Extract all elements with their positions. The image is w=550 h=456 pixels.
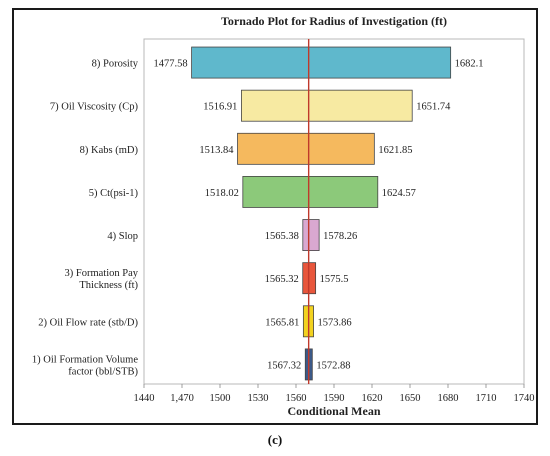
- category-label: 8) Porosity: [92, 59, 139, 70]
- figure-frame: Tornado Plot for Radius of Investigation…: [12, 8, 538, 425]
- tornado-bar: [191, 46, 452, 79]
- x-tick-label: 1740: [514, 393, 535, 404]
- low-value-label: 1516.91: [203, 102, 237, 113]
- figure-caption: (c): [267, 432, 283, 447]
- x-tick-label: 1500: [210, 393, 231, 404]
- x-tick-label: 1620: [362, 393, 383, 404]
- category-label: 1) Oil Formation Volume factor (bbl/STB): [32, 354, 139, 377]
- high-value-label: 1578.26: [323, 231, 357, 242]
- category-label: 3) Formation Pay Thickness (ft): [65, 268, 139, 291]
- low-value-label: 1477.58: [153, 59, 187, 70]
- x-tick-label: 1440: [134, 393, 155, 404]
- high-value-label: 1621.85: [378, 145, 412, 156]
- x-tick-label: 1530: [248, 393, 269, 404]
- x-tick-label: 1590: [324, 393, 345, 404]
- chart-title: Tornado Plot for Radius of Investigation…: [221, 14, 447, 28]
- category-label: 8) Kabs (mD): [80, 145, 139, 156]
- x-tick-label: 1650: [400, 393, 421, 404]
- category-labels: 8) Porosity 7) Oil Viscosity (Cp) 8) Kabs …: [32, 59, 139, 378]
- x-tick-label: 1,470: [170, 393, 194, 404]
- category-label: 7) Oil Viscosity (Cp): [50, 102, 139, 113]
- tornado-bar: [241, 89, 413, 122]
- x-tick-label: 1680: [438, 393, 459, 404]
- category-label: 5) Ct(psi-1): [89, 188, 139, 199]
- high-value-label: 1573.86: [318, 317, 352, 328]
- x-axis: 1440 1,470 1500 1530 1560 1590 1620 1650 1680 171…: [134, 384, 535, 404]
- x-axis-label: Conditional Mean: [287, 404, 380, 418]
- tornado-chart: Tornado Plot for Radius of Investigation…: [32, 14, 535, 418]
- high-value-label: 1682.1: [455, 59, 484, 70]
- x-tick-label: 1710: [476, 393, 497, 404]
- high-value-label: 1624.57: [382, 188, 416, 199]
- tornado-bar: [302, 219, 320, 251]
- high-value-label: 1575.5: [320, 274, 349, 285]
- x-tick-label: 1560: [286, 393, 307, 404]
- high-value-label: 1572.88: [316, 360, 350, 371]
- low-value-label: 1565.32: [265, 274, 299, 285]
- low-value-label: 1513.84: [199, 145, 234, 156]
- high-value-label: 1651.74: [416, 102, 451, 113]
- low-value-label: 1565.38: [265, 231, 299, 242]
- tornado-bar: [237, 132, 375, 165]
- tornado-bar: [242, 176, 379, 208]
- value-labels: 1477.58 1682.1 1516.91 1651.74 1513.84 1621.8…: [153, 59, 483, 372]
- low-value-label: 1567.32: [267, 360, 301, 371]
- low-value-label: 1565.81: [265, 317, 299, 328]
- low-value-label: 1518.02: [205, 188, 239, 199]
- category-label: 2) Oil Flow rate (stb/D): [38, 317, 138, 328]
- category-label: 4) Slop: [107, 231, 138, 242]
- bars-layer: [191, 46, 452, 381]
